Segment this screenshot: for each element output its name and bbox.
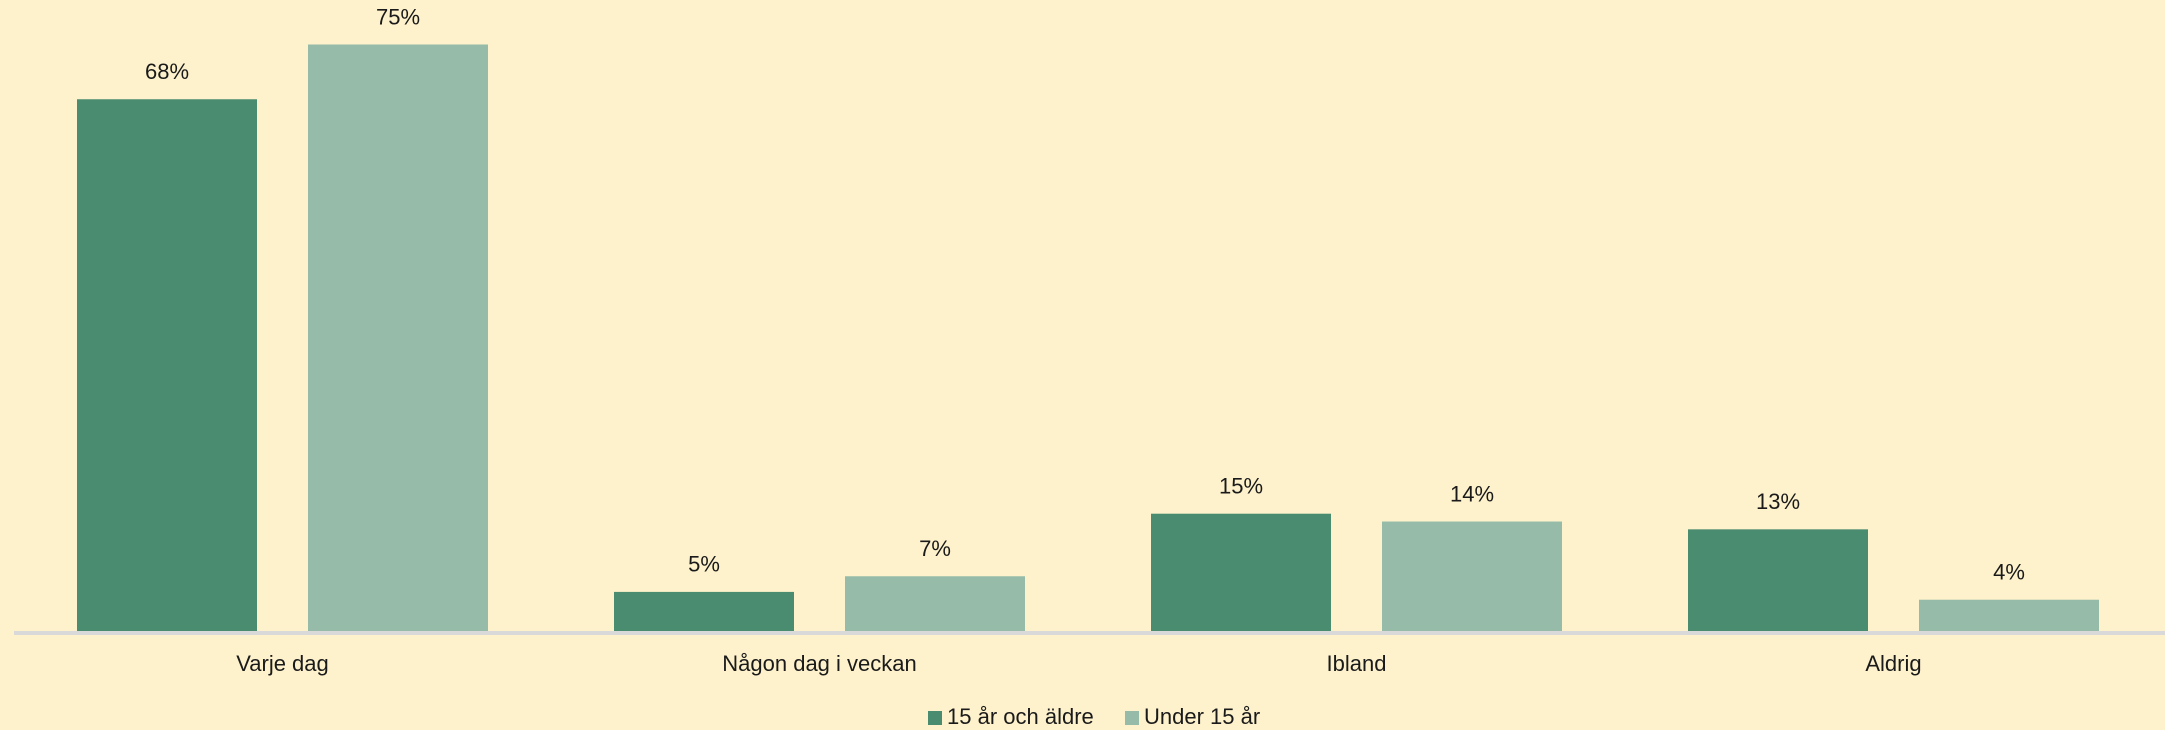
value-label: 4% [1993, 560, 2025, 585]
value-label: 7% [919, 536, 951, 561]
legend-swatch [928, 711, 942, 725]
value-label: 5% [688, 552, 720, 577]
x-tick-label: Aldrig [1865, 651, 1921, 676]
value-label: 14% [1450, 481, 1494, 506]
legend-label: Under 15 år [1144, 704, 1260, 729]
bar [1919, 599, 2099, 631]
bar [1151, 513, 1331, 631]
legend-swatch [1125, 711, 1139, 725]
bar [1688, 529, 1868, 631]
value-label: 15% [1219, 474, 1263, 499]
value-label: 68% [145, 59, 189, 84]
bar [308, 44, 488, 631]
bar [845, 576, 1025, 631]
value-label: 75% [376, 4, 420, 29]
x-tick-label: Varje dag [236, 651, 329, 676]
x-tick-label: Någon dag i veckan [722, 651, 916, 676]
bar [77, 99, 257, 632]
bar [614, 591, 794, 631]
value-label: 13% [1756, 489, 1800, 514]
legend-label: 15 år och äldre [947, 704, 1094, 729]
x-tick-label: Ibland [1327, 651, 1387, 676]
bar [1382, 521, 1562, 631]
